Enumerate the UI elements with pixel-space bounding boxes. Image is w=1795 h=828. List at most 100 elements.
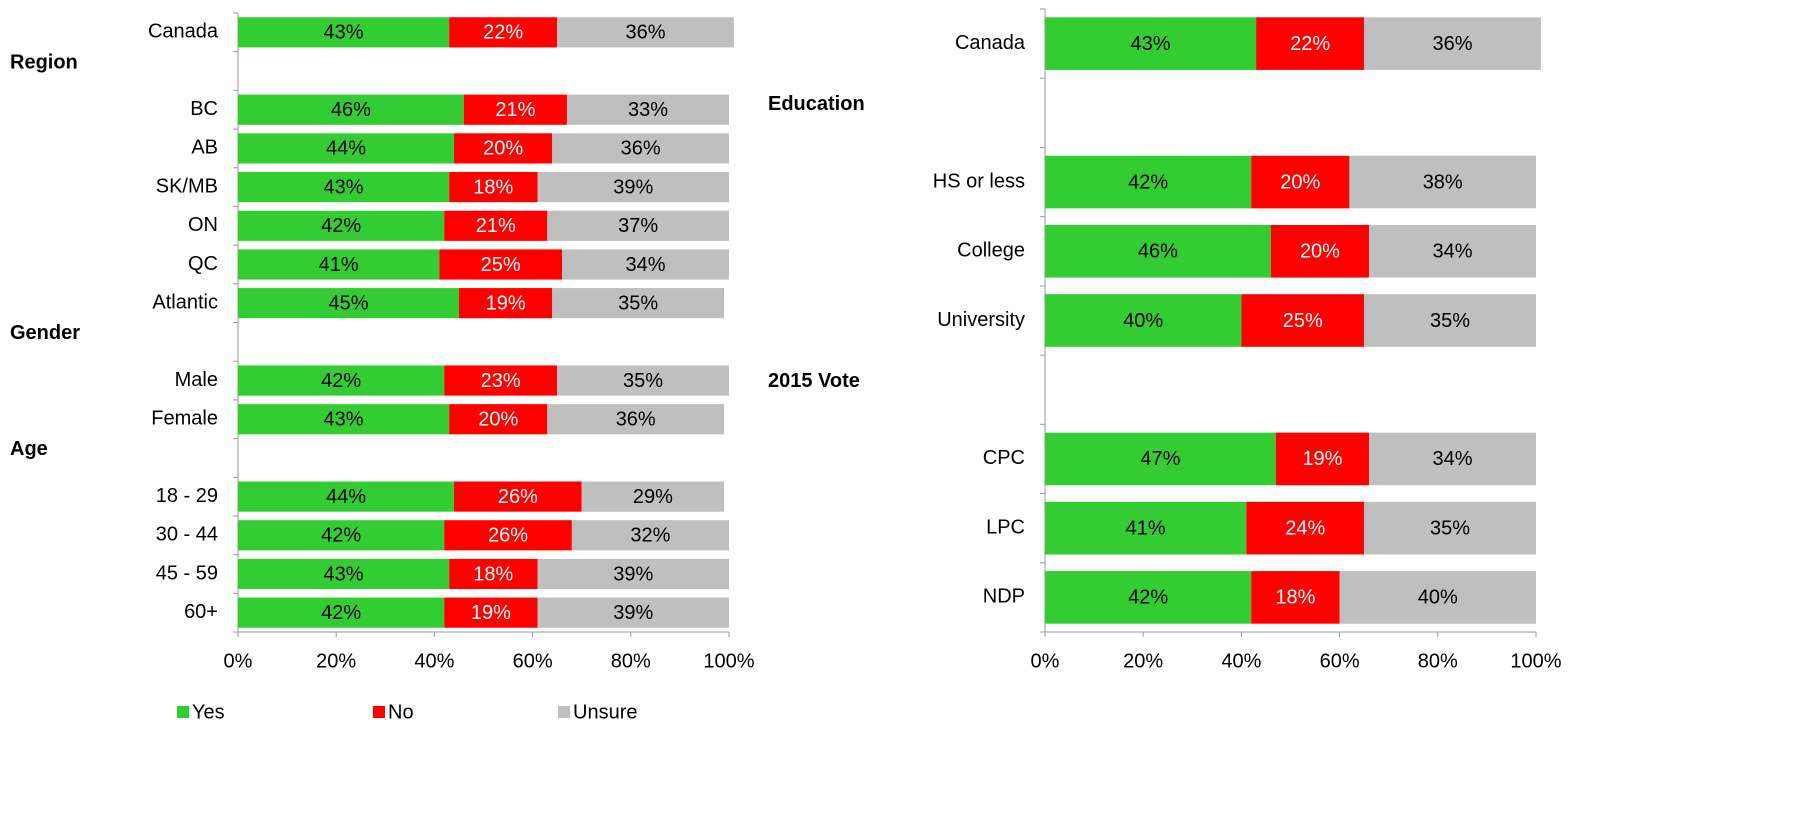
bar-segment xyxy=(238,481,455,512)
value-label: 35% xyxy=(618,292,658,314)
bar-segment xyxy=(444,365,558,396)
bar-segment xyxy=(562,249,729,280)
category-label: NDP xyxy=(983,586,1025,608)
value-label: 20% xyxy=(1300,241,1340,263)
bar-segment xyxy=(1339,571,1536,624)
bar-segment xyxy=(547,210,729,241)
x-tick-label: 80% xyxy=(611,650,651,672)
bar-segment xyxy=(1246,501,1365,555)
bar-segment xyxy=(1045,432,1276,486)
bar-segment xyxy=(1251,155,1350,209)
value-label: 38% xyxy=(1423,171,1463,193)
value-label: 43% xyxy=(324,563,364,585)
category-label: QC xyxy=(188,253,218,275)
bar-segment xyxy=(238,404,450,435)
value-label: 42% xyxy=(321,602,361,624)
value-label: 18% xyxy=(1275,587,1315,609)
category-label: SK/MB xyxy=(156,175,218,197)
legend-label: Unsure xyxy=(573,701,637,723)
category-label: 30 - 44 xyxy=(156,524,218,546)
value-label: 19% xyxy=(1302,448,1342,470)
value-label: 42% xyxy=(321,370,361,392)
bar-segment xyxy=(463,94,567,125)
group-heading: Region xyxy=(10,51,78,73)
value-label: 25% xyxy=(481,254,521,276)
bar-segment xyxy=(238,558,450,590)
value-label: 37% xyxy=(618,215,658,237)
bar-segment xyxy=(1369,432,1536,486)
group-heading: Age xyxy=(10,438,48,460)
value-label: 20% xyxy=(478,409,518,431)
value-label: 41% xyxy=(1126,517,1166,539)
bar-segment xyxy=(1241,294,1365,347)
group-heading: 2015 Vote xyxy=(768,370,860,392)
bar-segment xyxy=(1364,501,1536,555)
category-label: ON xyxy=(188,214,218,236)
value-label: 45% xyxy=(328,292,368,314)
bar-segment xyxy=(454,133,553,164)
value-label: 40% xyxy=(1418,587,1458,609)
category-label: College xyxy=(957,240,1025,262)
x-tick-label: 20% xyxy=(316,650,356,672)
bar-segment xyxy=(238,249,440,280)
x-tick-label: 80% xyxy=(1418,650,1458,672)
bar-segment xyxy=(449,172,538,203)
value-label: 33% xyxy=(628,99,668,121)
category-label: HS or less xyxy=(933,170,1025,192)
value-label: 43% xyxy=(324,22,364,44)
value-label: 42% xyxy=(321,525,361,547)
bar-segment xyxy=(1364,294,1536,347)
value-label: 46% xyxy=(1138,241,1178,263)
value-label: 44% xyxy=(326,138,366,160)
bar-segment xyxy=(238,17,450,48)
category-label: CPC xyxy=(983,447,1025,469)
bar-segment xyxy=(1251,571,1340,624)
bar-segment xyxy=(449,558,538,590)
bar-segment xyxy=(238,133,455,164)
category-label: AB xyxy=(191,137,218,159)
value-label: 34% xyxy=(1433,448,1473,470)
x-tick-label: 40% xyxy=(1221,650,1261,672)
group-heading: Education xyxy=(768,93,865,115)
bar-segment xyxy=(458,288,553,319)
bar-segment xyxy=(238,172,450,203)
value-label: 39% xyxy=(613,563,653,585)
bar-segment xyxy=(238,520,445,551)
category-label: 45 - 59 xyxy=(156,562,218,584)
x-tick-label: 20% xyxy=(1123,650,1163,672)
bar-segment xyxy=(537,558,729,590)
legend-label: No xyxy=(388,701,414,723)
value-label: 22% xyxy=(483,22,523,44)
value-label: 22% xyxy=(1290,33,1330,55)
x-tick-label: 60% xyxy=(513,650,553,672)
bar-segment xyxy=(581,481,725,512)
value-label: 42% xyxy=(321,215,361,237)
group-heading: Gender xyxy=(10,322,80,344)
bar-segment xyxy=(1270,224,1370,278)
bar-segment xyxy=(1364,17,1541,70)
value-label: 42% xyxy=(1128,171,1168,193)
value-label: 34% xyxy=(626,254,666,276)
bar-segment xyxy=(444,520,572,551)
x-tick-label: 40% xyxy=(414,650,454,672)
value-label: 43% xyxy=(324,176,364,198)
bar-segment xyxy=(449,17,558,48)
value-label: 34% xyxy=(1433,241,1473,263)
bar-segment xyxy=(439,249,563,280)
category-label: Canada xyxy=(148,21,219,43)
bar-segment xyxy=(238,597,445,628)
legend-label: Yes xyxy=(192,701,225,723)
value-label: 36% xyxy=(1433,33,1473,55)
bar-segment xyxy=(1045,17,1257,70)
value-label: 43% xyxy=(1131,33,1171,55)
bar-segment xyxy=(571,520,729,551)
bar-segment xyxy=(1275,432,1370,486)
category-label: Canada xyxy=(955,32,1026,54)
bar-segment xyxy=(552,288,725,319)
bar-segment xyxy=(449,404,548,435)
value-label: 21% xyxy=(476,215,516,237)
value-label: 35% xyxy=(1430,310,1470,332)
value-label: 39% xyxy=(613,602,653,624)
legend-swatch xyxy=(373,706,385,718)
value-label: 18% xyxy=(473,563,513,585)
